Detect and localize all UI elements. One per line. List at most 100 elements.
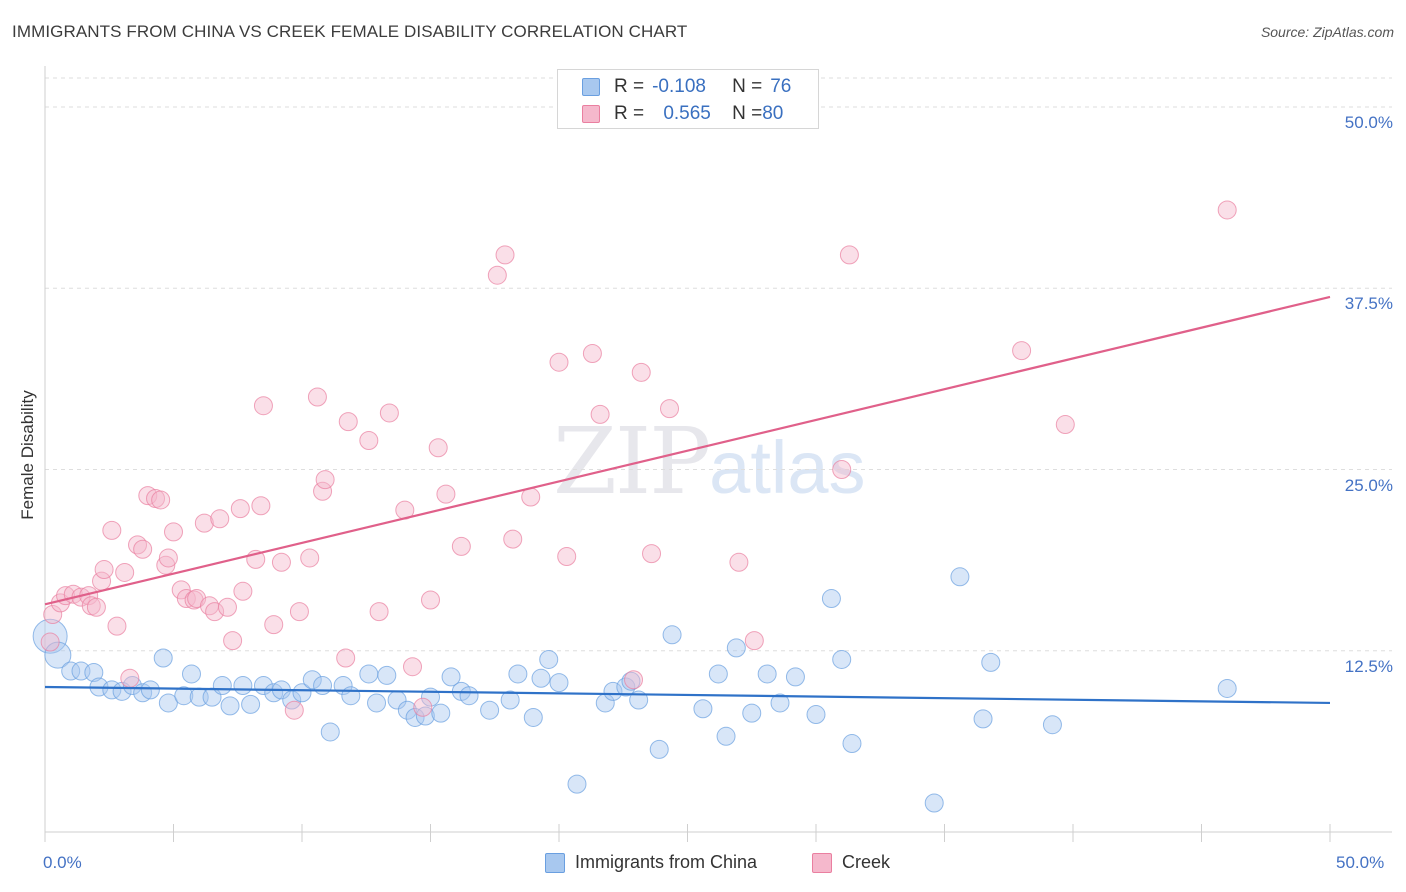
data-point [359, 664, 379, 684]
data-point [315, 470, 335, 490]
data-point [629, 690, 649, 710]
data-point [284, 700, 304, 720]
data-point [431, 703, 451, 723]
data-point [253, 396, 273, 416]
data-point [320, 722, 340, 742]
data-point [181, 664, 201, 684]
data-point [307, 387, 327, 407]
data-point [271, 552, 291, 572]
data-point [649, 739, 669, 759]
data-point [421, 590, 440, 610]
data-point [631, 362, 651, 382]
data-point [451, 536, 471, 556]
data-point [660, 399, 680, 419]
data-point [289, 602, 309, 622]
data-point [549, 673, 569, 693]
data-point [523, 707, 543, 727]
legend-swatch-creek [582, 105, 600, 123]
legend-item-china[interactable]: Immigrants from China [545, 852, 757, 873]
data-point [158, 548, 178, 568]
data-point [377, 665, 397, 685]
data-point [233, 581, 253, 601]
data-point [156, 555, 176, 575]
r-label: R = [614, 103, 645, 124]
data-point [441, 667, 461, 687]
data-point [341, 686, 361, 706]
data-point [616, 677, 636, 697]
data-point [264, 615, 284, 635]
y-axis-title: Female Disability [18, 390, 37, 520]
data-point [839, 245, 859, 265]
data-point [102, 680, 122, 700]
data-point [369, 602, 389, 622]
data-point [158, 693, 178, 713]
data-point [549, 352, 569, 372]
data-point [40, 632, 60, 652]
data-point [107, 616, 127, 636]
data-point [716, 726, 736, 746]
data-point [603, 681, 623, 701]
data-point [726, 638, 746, 658]
watermark-zip: ZIP [553, 408, 711, 515]
data-point [557, 547, 577, 566]
r-value: -0.108 [652, 76, 706, 97]
data-point [122, 676, 142, 696]
data-point [220, 696, 240, 716]
data-point [459, 686, 479, 706]
data-point [567, 774, 587, 794]
data-point [744, 631, 764, 651]
data-point [973, 709, 993, 729]
data-point [61, 661, 81, 681]
data-point [832, 460, 852, 479]
data-point [785, 667, 805, 687]
data-point [397, 700, 417, 720]
data-point [480, 700, 500, 720]
data-point [223, 631, 243, 651]
data-point [708, 664, 728, 684]
data-point [1042, 715, 1062, 735]
y-tick-label: 12.5% [1344, 656, 1393, 676]
x-tick-label-max: 50.0% [1336, 853, 1385, 872]
data-point [359, 431, 379, 450]
data-point [428, 438, 448, 458]
data-point [292, 683, 312, 703]
n-value: 76 [770, 76, 792, 97]
data-point [120, 668, 140, 688]
data-point [981, 652, 1001, 672]
trend-line-creek [44, 295, 1331, 606]
gridlines [45, 77, 1392, 652]
legend-swatch-china [545, 852, 565, 873]
data-point [806, 705, 826, 725]
stats-legend: R = -0.108 N = 76 R = 0.565 N = 80 [557, 69, 819, 129]
data-point [950, 567, 970, 587]
data-point [43, 605, 63, 624]
data-point [503, 529, 523, 549]
legend-item-creek[interactable]: Creek [812, 852, 890, 873]
data-point [1012, 341, 1032, 361]
data-point [590, 404, 610, 424]
trend-lines [44, 295, 1331, 705]
stats-row-china: R = -0.108 N = 76 [582, 75, 791, 99]
data-point [508, 664, 528, 684]
data-point [405, 707, 425, 727]
y-tick-label: 37.5% [1344, 294, 1393, 314]
data-point [217, 597, 237, 617]
data-point [115, 562, 135, 582]
chart-source: Source: ZipAtlas.com [1260, 24, 1394, 40]
x-tick-label-min: 0.0% [43, 853, 82, 872]
data-point [153, 648, 173, 668]
data-point [86, 597, 106, 617]
data-point [264, 683, 284, 703]
data-point [313, 481, 333, 501]
legend-swatch-china [582, 78, 600, 96]
data-point [194, 513, 214, 533]
data-point [164, 522, 183, 542]
data-point [233, 676, 253, 696]
data-point [300, 548, 320, 568]
axes [44, 66, 1392, 842]
data-point [642, 544, 662, 564]
data-point [757, 664, 777, 684]
data-point [367, 693, 387, 713]
data-point [151, 490, 171, 510]
data-point [44, 641, 72, 669]
